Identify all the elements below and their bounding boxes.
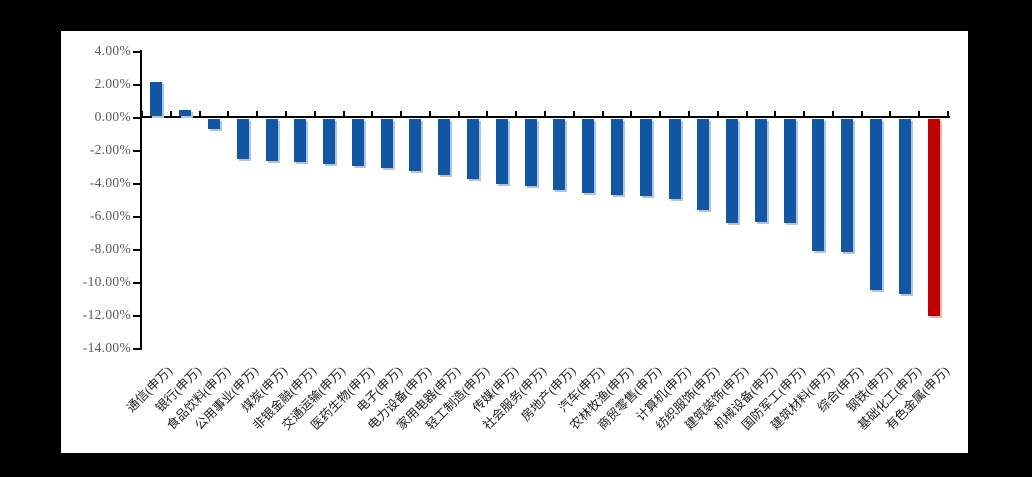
x-axis-tick <box>141 111 143 116</box>
x-axis-tick <box>371 111 374 116</box>
y-axis-line <box>140 50 142 350</box>
x-axis-tick <box>687 111 690 116</box>
bar-社会服务(申万) <box>524 118 537 187</box>
y-axis-tick <box>133 116 140 119</box>
bar-电子(申万) <box>380 118 393 168</box>
y-axis-tick <box>133 83 140 86</box>
x-axis-tick <box>947 111 949 116</box>
bar-非银金融(申万) <box>294 118 307 163</box>
x-axis-tick <box>342 111 345 116</box>
y-axis-tick-label: -6.00% <box>89 207 131 223</box>
x-axis-tick <box>313 111 316 116</box>
bar-基础化工(申万) <box>898 118 911 295</box>
x-axis-tick <box>486 111 489 116</box>
y-axis-tick-label: 4.00% <box>94 42 131 58</box>
bar-建筑装饰(申万) <box>726 118 739 224</box>
y-axis-tick <box>133 215 140 218</box>
bar-有色金属(申万) <box>927 118 940 316</box>
bar-轻工制造(申万) <box>467 118 480 179</box>
x-axis-tick <box>400 111 403 116</box>
y-axis-tick-label: -10.00% <box>82 273 131 289</box>
x-axis-tick <box>918 111 921 116</box>
y-axis-tick-label: -14.00% <box>82 339 131 355</box>
bar-机械设备(申万) <box>754 118 767 223</box>
x-axis-tick <box>774 111 777 116</box>
y-axis-tick <box>133 149 140 152</box>
y-axis-tick-label: -2.00% <box>89 141 131 157</box>
x-axis-tick <box>860 111 863 116</box>
y-axis-tick <box>133 347 140 350</box>
plot-area: 4.00% 2.00% 0.00% -2.00% -4.00% -6.00% -8.00% -… <box>61 31 968 453</box>
bar-传媒(申万) <box>495 118 508 184</box>
bar-汽车(申万) <box>582 118 595 193</box>
bar-计算机(申万) <box>668 118 681 200</box>
y-axis-tick-label: -8.00% <box>89 240 131 256</box>
x-axis-tick <box>630 111 633 116</box>
x-axis-tick <box>601 111 604 116</box>
x-axis-tick <box>572 111 575 116</box>
y-axis-tick <box>133 248 140 251</box>
x-axis-tick <box>515 111 518 116</box>
bar-综合(申万) <box>841 118 854 253</box>
x-axis-tick <box>227 111 230 116</box>
y-axis-tick-label: 0.00% <box>94 108 131 124</box>
x-axis-tick <box>284 111 287 116</box>
y-axis-tick-label: -12.00% <box>82 306 131 322</box>
y-axis-tick <box>133 281 140 284</box>
y-axis-tick-label: 2.00% <box>94 75 131 91</box>
x-axis-tick <box>659 111 662 116</box>
bar-银行(申万) <box>179 109 192 117</box>
bar-纺织服饰(申万) <box>697 118 710 211</box>
x-axis-tick <box>831 111 834 116</box>
x-axis-tick <box>889 111 892 116</box>
x-axis-tick <box>803 111 806 116</box>
bar-煤炭(申万) <box>265 118 278 161</box>
bar-通信(申万) <box>150 81 163 117</box>
bar-公用事业(申万) <box>236 118 249 159</box>
bar-钢铁(申万) <box>870 118 883 291</box>
x-axis-tick <box>198 111 201 116</box>
bar-国防军工(申万) <box>783 118 796 224</box>
x-axis-tick <box>256 111 259 116</box>
bar-家用电器(申万) <box>438 118 451 176</box>
bar-医药生物(申万) <box>351 118 364 167</box>
x-axis-tick <box>457 111 460 116</box>
bar-食品饮料(申万) <box>207 118 220 130</box>
bar-交通运输(申万) <box>323 118 336 164</box>
bar-电力设备(申万) <box>409 118 422 172</box>
y-axis-tick-label: -4.00% <box>89 174 131 190</box>
y-axis-tick <box>133 314 140 317</box>
bar-农林牧渔(申万) <box>610 118 623 196</box>
x-axis-tick <box>716 111 719 116</box>
x-axis-line <box>140 116 950 118</box>
x-axis-tick <box>169 111 172 116</box>
y-axis-tick <box>133 182 140 185</box>
bar-建筑材料(申万) <box>812 118 825 251</box>
bar-房地产(申万) <box>553 118 566 191</box>
chart-panel: 4.00% 2.00% 0.00% -2.00% -4.00% -6.00% -8.00% -… <box>61 31 968 453</box>
x-axis-tick <box>544 111 546 116</box>
x-axis-tick <box>745 111 748 116</box>
bar-商贸零售(申万) <box>639 118 652 197</box>
y-axis-tick <box>133 50 140 53</box>
x-axis-tick <box>428 111 431 116</box>
